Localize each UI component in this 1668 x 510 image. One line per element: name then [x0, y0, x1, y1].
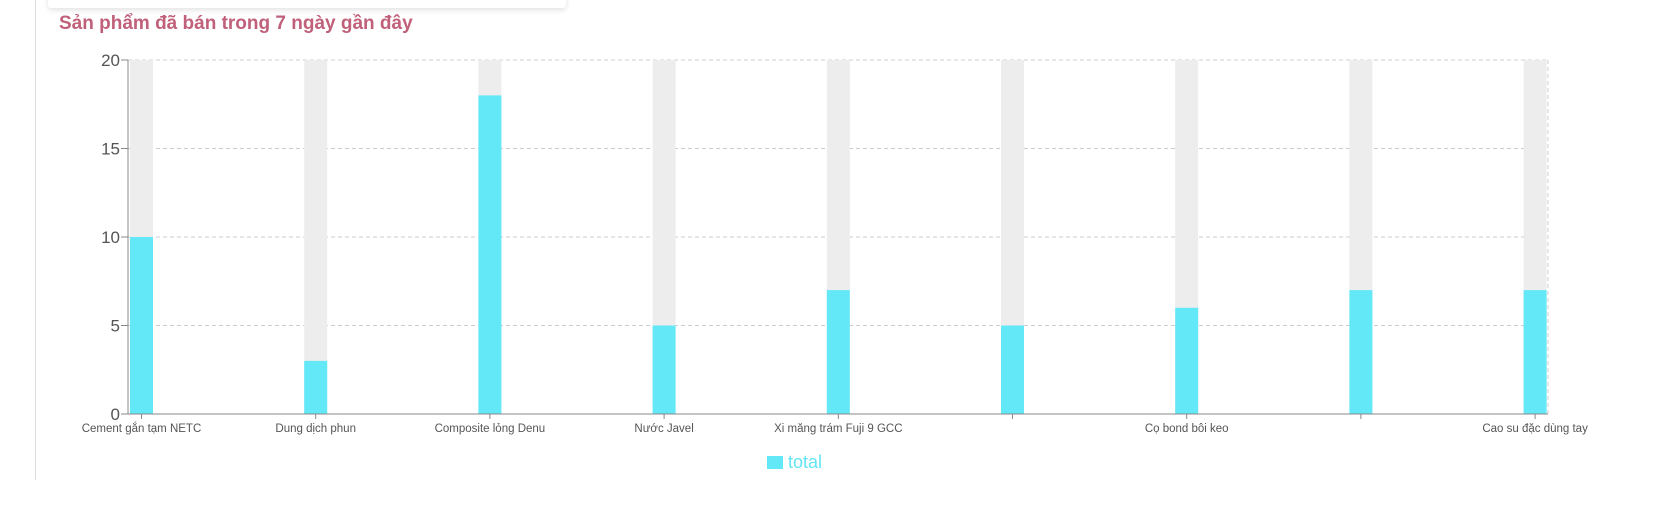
- bar: [1001, 325, 1024, 414]
- bar: [478, 95, 502, 415]
- x-tick-label: Dung dịch phun: [275, 423, 356, 435]
- legend-swatch-total: [767, 456, 783, 469]
- x-tick-label: Cao su đặc dùng tay: [1482, 423, 1588, 435]
- bar-track: [304, 60, 328, 414]
- x-tick-label: Composite lỏng Denu: [435, 423, 546, 435]
- top-card: [48, 0, 566, 8]
- page-left-divider: [35, 0, 36, 480]
- bar: [652, 325, 676, 414]
- x-tick-label: Xi măng trám Fuji 9 GCC: [774, 423, 902, 435]
- y-tick-label: 5: [111, 317, 120, 336]
- x-tick-label: Cọ bond bôi keo: [1145, 423, 1229, 435]
- bar: [826, 290, 850, 414]
- y-tick-label: 0: [111, 405, 120, 424]
- bar: [130, 237, 153, 414]
- chart-legend[interactable]: total: [767, 452, 822, 473]
- bar: [1175, 307, 1199, 414]
- bar: [1523, 290, 1547, 414]
- y-tick-label: 10: [101, 228, 120, 247]
- bar: [1349, 290, 1373, 414]
- legend-label-total: total: [788, 452, 823, 472]
- x-tick-label: Nước Javel: [634, 423, 693, 435]
- y-tick-label: 20: [101, 51, 120, 70]
- bar: [304, 360, 328, 414]
- y-tick-label: 15: [101, 140, 120, 159]
- chart-title: Sản phẩm đã bán trong 7 ngày gần đây: [59, 13, 413, 34]
- x-tick-label: Cement gắn tạm NETC: [82, 422, 202, 435]
